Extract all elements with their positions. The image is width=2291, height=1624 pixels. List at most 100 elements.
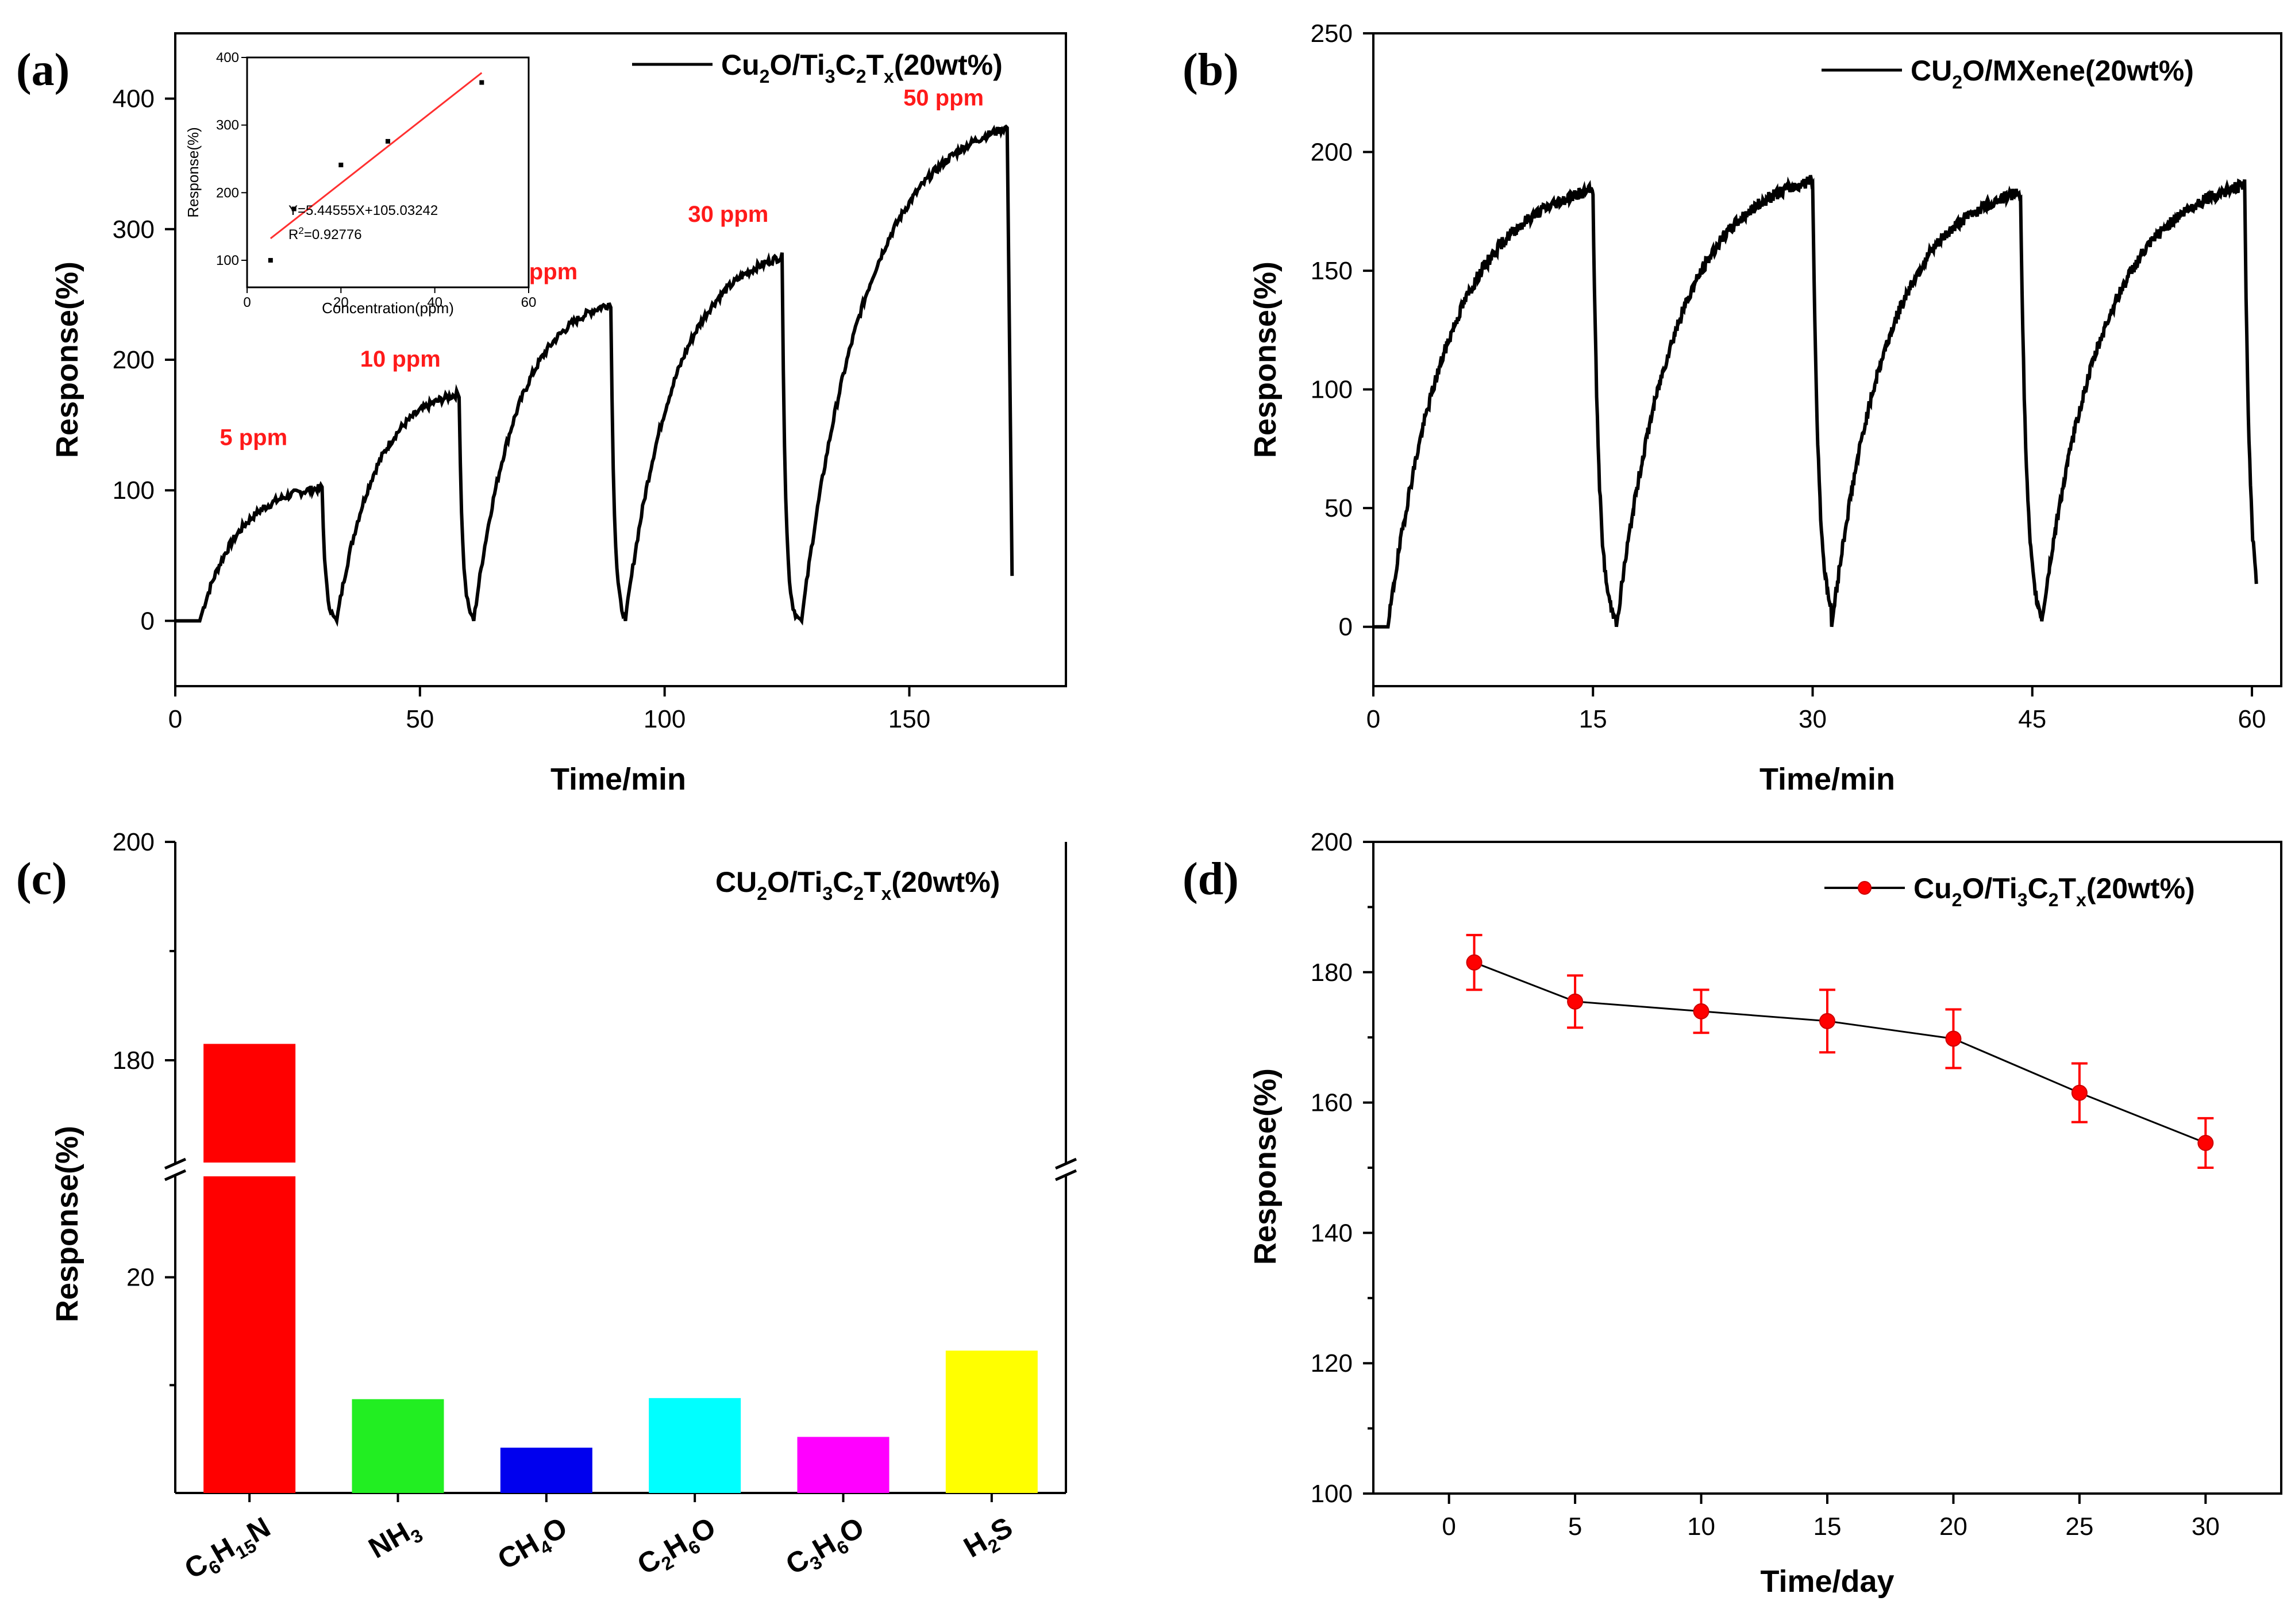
data-point <box>1819 1013 1835 1029</box>
b-xtick-label: 0 <box>1366 705 1380 733</box>
d-ytick-label: 200 <box>1311 828 1353 856</box>
axis-break-mark <box>164 1157 187 1170</box>
inset-x-ticks: 0 20 40 60 <box>243 287 536 310</box>
legend-label-a: Cu2O/Ti3C2Tx(20wt%) <box>721 49 1003 87</box>
d-xtick-label: 5 <box>1568 1513 1582 1541</box>
b-ytick-label: 200 <box>1311 138 1353 167</box>
x-axis-label-d: Time/day <box>1760 1564 1894 1599</box>
d-ytick-label: 120 <box>1311 1349 1353 1377</box>
x-ticks-a: 0 50 100 150 <box>168 686 930 733</box>
stability-points-d <box>1466 934 2214 1169</box>
b-ytick-label: 150 <box>1311 257 1353 285</box>
panel-label-d: (d) <box>1183 854 1239 905</box>
d-xtick-label: 20 <box>1939 1513 1967 1541</box>
inset-xtick-label: 40 <box>427 295 442 310</box>
y-ticks-d: 100 120 140 160 180 200 <box>1311 828 1373 1508</box>
inset-ytick-label: 300 <box>216 118 239 133</box>
y-ticks-b: 0 50 100 150 200 250 <box>1311 20 1373 641</box>
legend-label-c: CU2O/Ti3C2Tx(20wt%) <box>715 866 1000 904</box>
d-ytick-label: 100 <box>1311 1480 1353 1508</box>
b-xtick-label: 30 <box>1799 705 1827 733</box>
a-ytick-label: 200 <box>113 346 155 374</box>
concentration-label: 10 ppm <box>360 347 441 372</box>
d-xtick-label: 25 <box>2065 1513 2093 1541</box>
category-label: H2S <box>958 1511 1021 1568</box>
b-ytick-label: 100 <box>1311 376 1353 404</box>
bar <box>945 1350 1038 1493</box>
category-label: C6H15N <box>179 1511 278 1589</box>
inset-data-point <box>338 163 344 168</box>
c-ytick-label: 180 <box>113 1046 155 1075</box>
legend-marker-d <box>1858 881 1872 895</box>
inset-y-ticks: 100 200 300 400 <box>216 50 247 268</box>
x-ticks-d: 0 5 10 15 20 25 30 <box>1442 1494 2220 1541</box>
inset-data-point <box>479 80 484 85</box>
concentration-label: 5 ppm <box>220 425 287 450</box>
a-xtick-label: 50 <box>406 705 434 733</box>
b-ytick-label: 0 <box>1339 613 1353 641</box>
c-ytick-label: 200 <box>113 828 155 856</box>
d-xtick-label: 30 <box>2192 1513 2220 1541</box>
category-label: C3H6O <box>780 1511 872 1585</box>
a-xtick-label: 0 <box>168 705 182 733</box>
y-axis-label-c: Response(%) <box>50 1126 84 1322</box>
bar-lower <box>203 1176 296 1493</box>
b-xtick-label: 45 <box>2018 705 2046 733</box>
response-curve-a <box>175 124 1014 628</box>
c-ytick-label: 20 <box>126 1264 155 1292</box>
inset-ytick-label: 100 <box>216 253 239 268</box>
a-ytick-label: 400 <box>113 85 155 113</box>
axes-c <box>164 842 1077 1494</box>
b-xtick-label: 60 <box>2238 705 2266 733</box>
a-xtick-label: 150 <box>888 705 930 733</box>
inset-points <box>268 80 484 263</box>
d-ytick-label: 160 <box>1311 1089 1353 1117</box>
category-label: NH3 <box>363 1511 426 1568</box>
y-axis-label-d: Response(%) <box>1248 1068 1283 1265</box>
a-ytick-label: 100 <box>113 476 155 505</box>
a-ytick-label: 300 <box>113 215 155 244</box>
bar <box>352 1399 444 1493</box>
b-xtick-label: 15 <box>1579 705 1607 733</box>
d-ytick-label: 140 <box>1311 1219 1353 1247</box>
concentration-label: 30 ppm <box>688 202 768 227</box>
bar <box>797 1437 890 1493</box>
panel-label-b: (b) <box>1183 45 1239 95</box>
legend-a: Cu2O/Ti3C2Tx(20wt%) <box>632 49 1003 87</box>
legend-label-b: CU2O/MXene(20wt%) <box>1911 55 2194 93</box>
inset-data-point <box>268 257 273 263</box>
inset-ytick-label: 400 <box>216 50 239 66</box>
inset-frame <box>246 56 530 288</box>
inset-xtick-label: 0 <box>243 295 251 310</box>
bar <box>649 1398 741 1493</box>
axis-break-mark <box>1054 1169 1077 1182</box>
panel-d: (d) 0 5 10 15 20 25 30 100 120 140 160 180 200 Time… <box>1183 828 2282 1599</box>
inset-chart-a: 0 20 40 60 100 200 300 400 Y=5.44555X+105.0324… <box>184 50 536 317</box>
a-xtick-label: 100 <box>644 705 686 733</box>
stability-line-d <box>1474 961 2206 1144</box>
x-ticks-b: 0 15 30 45 60 <box>1366 686 2266 733</box>
x-axis-label-b: Time/min <box>1759 762 1895 796</box>
x-axis-label-a: Time/min <box>550 762 686 796</box>
inset-xtick-label: 60 <box>521 295 537 310</box>
inset-equation: Y=5.44555X+105.03242 <box>288 203 438 218</box>
axis-break-mark <box>164 1169 187 1182</box>
legend-d: Cu2O/Ti3C2Tx(20wt%) <box>1824 872 2195 910</box>
data-point <box>1567 993 1584 1010</box>
category-labels-c: C6H15N NH3 CH4O C2H6O C3H6O H2S <box>179 1493 1021 1589</box>
concentration-label: 50 ppm <box>903 86 984 111</box>
inset-r2: R2=0.92776 <box>288 225 362 243</box>
legend-label-d: Cu2O/Ti3C2Tx(20wt%) <box>1913 872 2195 910</box>
bar-upper <box>203 1044 296 1163</box>
d-ytick-label: 180 <box>1311 959 1353 987</box>
bar <box>500 1448 592 1493</box>
inset-xtick-label: 20 <box>333 295 349 310</box>
category-label: CH4O <box>492 1511 575 1580</box>
d-xtick-label: 0 <box>1442 1513 1456 1541</box>
a-ytick-label: 0 <box>141 607 155 635</box>
plot-frame-d <box>1372 841 2282 1495</box>
data-point <box>1693 1003 1709 1019</box>
